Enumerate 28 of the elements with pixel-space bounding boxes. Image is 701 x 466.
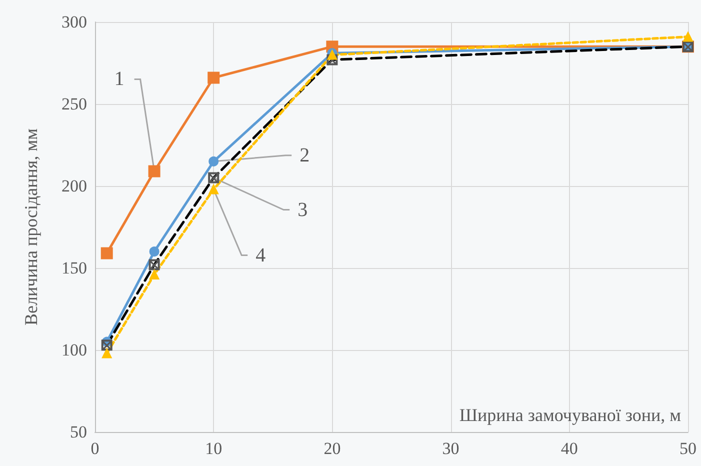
x-tick-label: 50 (680, 439, 696, 458)
y-tick-label: 200 (62, 176, 87, 196)
y-tick-label: 250 (62, 94, 87, 114)
point (148, 165, 160, 178)
text: 3 (298, 198, 308, 221)
x-axis-title: Ширина замочуваної зони, м (459, 405, 682, 425)
text: 2 (300, 144, 310, 166)
point (208, 172, 220, 184)
point (149, 270, 160, 280)
point (100, 247, 113, 260)
point (208, 72, 220, 84)
x-tick-label: 30 (442, 439, 460, 458)
y-tick-label: 50 (70, 422, 87, 442)
point (208, 184, 219, 194)
x-tick-label: 0 (90, 439, 100, 458)
x-tick-label: 20 (324, 439, 341, 458)
y-tick-label: 150 (62, 258, 87, 278)
point (683, 32, 693, 42)
y-tick-label: 300 (62, 12, 87, 32)
text: 4 (256, 244, 266, 266)
point (149, 246, 160, 257)
text: 1 (114, 68, 124, 90)
y-tick-label: 100 (62, 340, 87, 360)
point (102, 348, 112, 358)
x-tick-label: 10 (205, 439, 222, 458)
y-axis-title: Величина просідання, мм (21, 128, 41, 326)
point (208, 156, 219, 166)
x-tick-label: 40 (560, 439, 578, 458)
